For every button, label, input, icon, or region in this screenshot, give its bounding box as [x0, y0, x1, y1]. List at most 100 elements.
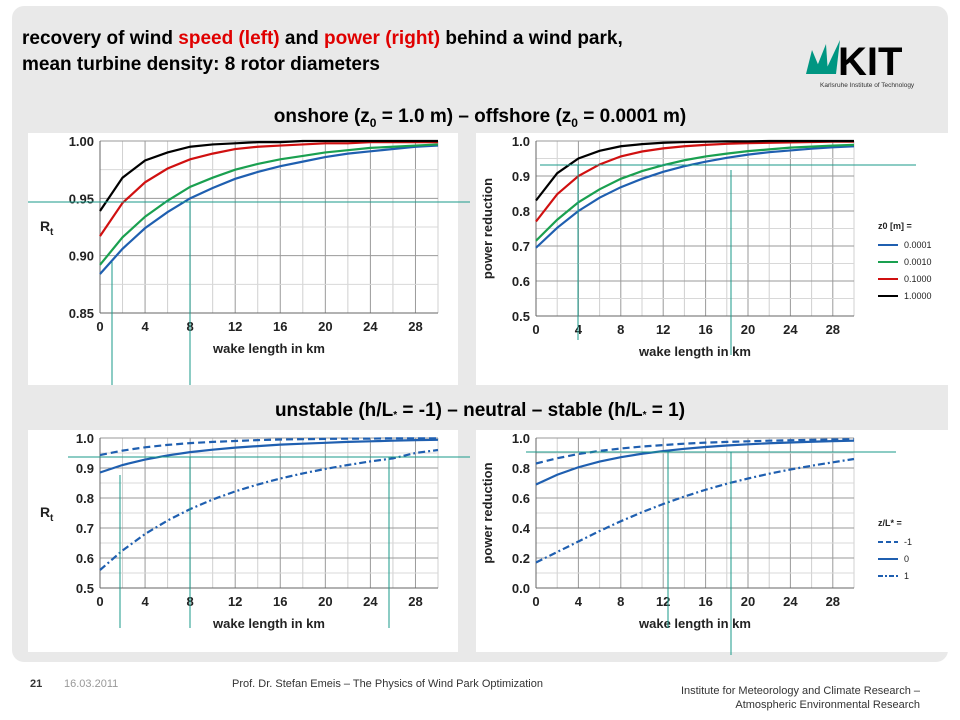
x-tick-label: 0 — [96, 594, 103, 609]
legend-label: 1 — [904, 571, 909, 581]
x-tick-label: 16 — [273, 594, 287, 609]
y-tick-label: 0.9 — [76, 461, 94, 476]
y-tick-label: 0.2 — [512, 551, 530, 566]
x-tick-label: 16 — [698, 594, 712, 609]
legend-title: z/L* = — [878, 518, 902, 528]
x-tick-label: 12 — [656, 322, 670, 337]
slide-title: recovery of wind speed (left) and power … — [22, 26, 623, 78]
title-power-highlight: power (right) — [323, 28, 441, 49]
y-tick-label: 0.95 — [69, 191, 94, 206]
subhead1-c: = 0.0001 m) — [577, 106, 687, 127]
kit-logo-fan — [806, 40, 840, 74]
chart-power-roughness: 0 4 8 12 16 20 24 28 0.5 0.6 0.7 0.8 0.9 1.0 wake leng… — [476, 133, 956, 385]
y-tick-label: 0.6 — [512, 274, 530, 289]
series-line-1 — [535, 438, 855, 465]
y-tick-label: 0.7 — [512, 239, 530, 254]
legend-label: 0.0010 — [904, 257, 932, 267]
subhead2-star2: * — [642, 410, 647, 421]
y-tick-label: 0.4 — [512, 521, 531, 536]
subhead1-b: = 1.0 m) – offshore (z — [376, 106, 572, 127]
y-tick-label: 0.8 — [512, 204, 530, 219]
x-tick-label: 20 — [741, 594, 755, 609]
y-axis-label: R — [40, 504, 50, 520]
subhead2-star1: * — [393, 410, 398, 421]
y-tick-label: 0.8 — [512, 461, 530, 476]
y-tick-label: 1.00 — [69, 134, 94, 149]
y-axis-label-subscript: t — [50, 513, 54, 524]
x-tick-label: 20 — [318, 319, 332, 334]
y-tick-label: 0.0 — [512, 581, 530, 596]
subheading-surface-roughness: onshore (z0 = 1.0 m) – offshore (z0 = 0.… — [0, 106, 960, 130]
x-axis-label: wake length in km — [212, 341, 325, 356]
kit-logo-graphic: KIT Karlsruhe Institute of Technology — [806, 40, 915, 89]
footer-institute-line2: Atmospheric Environmental Research — [735, 699, 920, 711]
series-line-2 — [99, 448, 439, 571]
footer-author: Prof. Dr. Stefan Emeis – The Physics of … — [232, 678, 543, 690]
subhead1-sub1: 0 — [369, 115, 377, 130]
y-tick-label: 0.7 — [76, 521, 94, 536]
x-tick-label: 28 — [408, 594, 422, 609]
series-line-0 — [99, 437, 438, 457]
legend-label: 0.1000 — [904, 274, 932, 284]
kit-logo-text: KIT — [838, 40, 902, 84]
x-tick-label: 28 — [408, 319, 422, 334]
x-tick-label: 0 — [532, 322, 539, 337]
subhead2-a: unstable (h/L — [274, 400, 394, 421]
subhead1-sub2: 0 — [571, 115, 578, 130]
y-axis-label-subscript: t — [50, 227, 54, 238]
legend-label: 0.0001 — [904, 240, 932, 250]
series-line-01000 — [535, 140, 854, 223]
x-tick-label: 8 — [617, 322, 624, 337]
x-tick-label: 0 — [96, 319, 103, 334]
guide-lines-group — [28, 164, 916, 655]
title-line-2: mean turbine density: 8 rotor diameters — [22, 54, 380, 75]
series-line-10000 — [535, 139, 854, 202]
x-axis-label: wake length in km — [638, 616, 751, 631]
title-speed-highlight: speed (left) — [178, 28, 280, 49]
y-tick-label: 0.5 — [76, 581, 94, 596]
series-line-00010 — [535, 143, 855, 242]
y-tick-label: 0.90 — [69, 249, 94, 264]
x-tick-label: 12 — [228, 594, 242, 609]
y-tick-label: 0.5 — [512, 309, 530, 324]
x-tick-label: 12 — [228, 319, 242, 334]
series-line-0 — [99, 144, 439, 275]
series-line-00001 — [535, 145, 855, 249]
footer-institute-line1: Institute for Meteorology and Climate Re… — [680, 685, 920, 697]
x-tick-label: 0 — [532, 594, 539, 609]
x-tick-label: 20 — [741, 322, 755, 337]
footer-institute: Institute for Meteorology and Climate Re… — [681, 684, 920, 712]
x-tick-label: 4 — [575, 322, 583, 337]
legend-title: z0 [m] = — [878, 221, 912, 231]
y-tick-label: 0.85 — [69, 306, 94, 321]
x-axis-label: wake length in km — [212, 616, 325, 631]
legend-label: 1.0000 — [904, 291, 932, 301]
title-part-a: recovery of wind — [22, 28, 179, 49]
subhead2-c: = 1) — [646, 400, 686, 421]
x-tick-label: 24 — [363, 319, 378, 334]
y-tick-label: 1.0 — [512, 134, 530, 149]
x-tick-label: 4 — [141, 594, 149, 609]
x-tick-label: 8 — [617, 594, 624, 609]
x-tick-label: 28 — [826, 594, 840, 609]
x-tick-label: 24 — [363, 594, 378, 609]
subheading-stability: unstable (h/L* = -1) – neutral – stable … — [0, 400, 960, 422]
y-tick-label: 0.6 — [512, 491, 530, 506]
x-tick-label: 24 — [783, 322, 798, 337]
y-axis-label: power reduction — [480, 462, 495, 563]
legend-label: 0 — [904, 554, 909, 564]
chart-power-stability: 0 4 8 12 16 20 24 28 0.0 0.2 0.4 0.6 0.8 1.0 wake leng… — [476, 430, 956, 652]
y-axis-label: power reduction — [480, 178, 495, 279]
legend-label: -1 — [904, 537, 912, 547]
y-tick-label: 0.9 — [512, 169, 530, 184]
series-line-2 — [99, 141, 438, 237]
kit-logo: KIT Karlsruhe Institute of Technology — [800, 22, 930, 92]
x-tick-label: 16 — [273, 319, 287, 334]
y-tick-label: 1.0 — [76, 431, 94, 446]
y-axis-label: R — [40, 218, 50, 234]
y-tick-label: 0.6 — [76, 551, 94, 566]
series-line-1 — [99, 143, 439, 266]
subhead2-b: = -1) – neutral – stable (h/L — [397, 400, 643, 421]
